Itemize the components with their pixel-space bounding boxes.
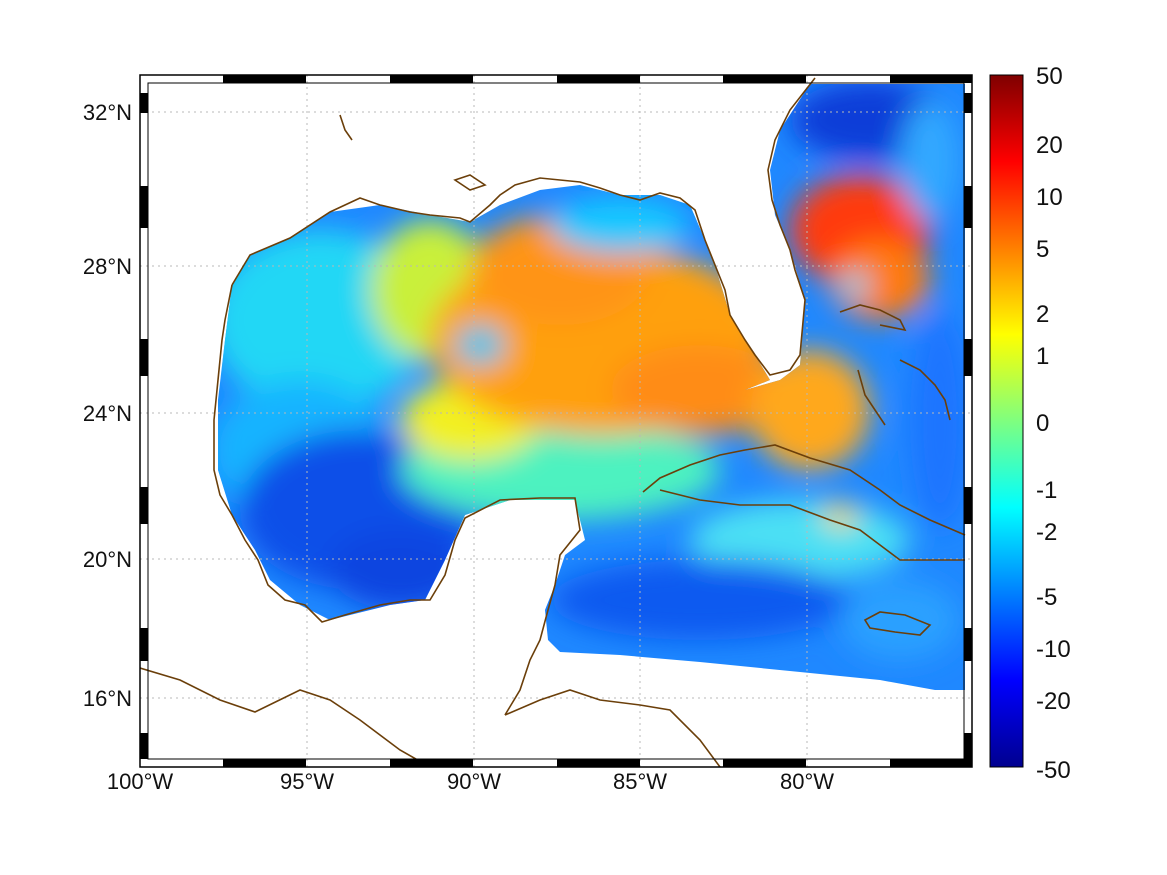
colorbar-label: -2 [1036, 519, 1057, 546]
colorbar-label: -5 [1036, 584, 1057, 611]
lon-label: 100°W [107, 769, 174, 794]
map-frame [139, 74, 973, 768]
lat-label: 32°N [83, 100, 132, 125]
colorbar-label: -10 [1036, 636, 1071, 663]
colorbar-label: 2 [1036, 301, 1049, 328]
lat-label: 16°N [83, 686, 132, 711]
lon-label: 80°W [780, 769, 834, 794]
lat-label: 28°N [83, 254, 132, 279]
lon-axis: 100°W 95°W 90°W 85°W 80°W [107, 769, 834, 794]
grid-lines [140, 75, 972, 767]
colorbar-label: -50 [1036, 757, 1071, 784]
lon-label: 95°W [280, 769, 334, 794]
colorbar-label: 1 [1036, 343, 1049, 370]
colorbar-label: 10 [1036, 184, 1063, 211]
colorbar: 50 20 10 5 2 1 0 -1 -2 -5 -10 -20 -50 [989, 63, 1071, 784]
colorbar-label: 5 [1036, 236, 1049, 263]
lat-label: 24°N [83, 401, 132, 426]
colorbar-label: 0 [1036, 410, 1049, 437]
coastlines [140, 77, 966, 767]
lat-axis: 32°N 28°N 24°N 20°N 16°N [83, 100, 132, 711]
lon-label: 85°W [613, 769, 667, 794]
colorbar-label: -1 [1036, 477, 1057, 504]
colorbar-label: 50 [1036, 63, 1063, 90]
lon-label: 90°W [447, 769, 501, 794]
colorbar-label: -20 [1036, 688, 1071, 715]
colorbar-label: 20 [1036, 132, 1063, 159]
colorbar-gradient [989, 74, 1024, 768]
lat-label: 20°N [83, 547, 132, 572]
